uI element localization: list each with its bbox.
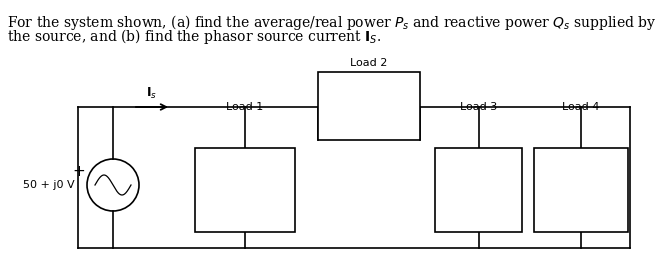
Bar xyxy=(534,148,628,232)
Text: Load 3: Load 3 xyxy=(460,102,497,112)
Text: $\mathbf{I}_s$: $\mathbf{I}_s$ xyxy=(147,85,157,100)
Text: 0 W: 0 W xyxy=(467,193,489,203)
Text: 50 + j0 V: 50 + j0 V xyxy=(23,180,75,190)
Text: 200 W: 200 W xyxy=(351,109,387,119)
Text: 100 VAr (L): 100 VAr (L) xyxy=(214,177,276,187)
Text: 200 VAr (C): 200 VAr (C) xyxy=(447,177,511,187)
Text: Load 2: Load 2 xyxy=(351,58,388,68)
Text: 100 W: 100 W xyxy=(563,193,599,203)
Text: 200 W: 200 W xyxy=(227,193,263,203)
Text: +: + xyxy=(72,164,86,180)
Text: Load 1: Load 1 xyxy=(226,102,264,112)
Text: 100 VAr (L): 100 VAr (L) xyxy=(338,93,400,103)
Text: Load 4: Load 4 xyxy=(562,102,600,112)
Bar xyxy=(318,72,420,140)
Bar xyxy=(195,148,295,232)
Bar xyxy=(435,148,522,232)
Text: the source, and (b) find the phasor source current $\mathbf{I}_S$.: the source, and (b) find the phasor sour… xyxy=(7,27,382,46)
Text: For the system shown, (a) find the average/real power $P_s$ and reactive power $: For the system shown, (a) find the avera… xyxy=(7,13,657,32)
Text: 200 VAr (C): 200 VAr (C) xyxy=(549,177,613,187)
